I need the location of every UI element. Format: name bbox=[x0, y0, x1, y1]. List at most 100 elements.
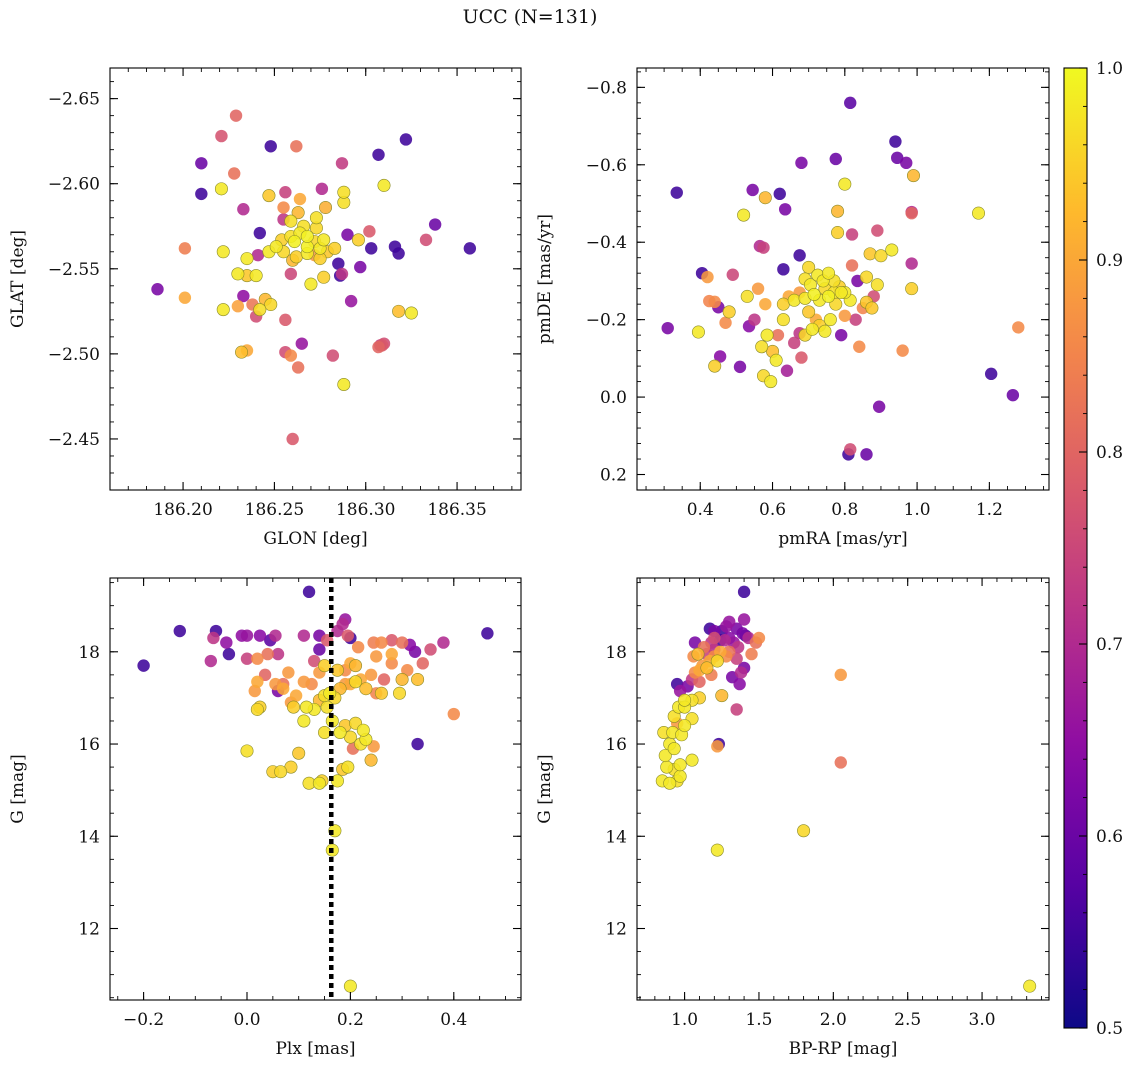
data-point bbox=[250, 702, 264, 716]
data-point bbox=[374, 686, 388, 700]
data-point bbox=[853, 340, 866, 353]
data-point bbox=[823, 313, 837, 327]
data-point bbox=[375, 636, 388, 649]
data-point bbox=[253, 629, 267, 642]
data-point bbox=[905, 257, 918, 270]
y-axis-label: G [mag] bbox=[535, 754, 555, 823]
data-point bbox=[411, 672, 425, 686]
data-point bbox=[207, 631, 220, 645]
data-point bbox=[726, 268, 739, 281]
x-tick-label: 0.4 bbox=[687, 500, 714, 520]
data-point bbox=[733, 360, 747, 374]
x-tick-label: 2.0 bbox=[820, 1010, 847, 1030]
data-point bbox=[195, 187, 208, 201]
data-point bbox=[214, 182, 228, 196]
data-point bbox=[734, 666, 748, 679]
data-point bbox=[758, 191, 772, 205]
y-tick-label: 16 bbox=[78, 735, 100, 755]
y-tick-label: −2.55 bbox=[48, 260, 100, 280]
data-point bbox=[708, 295, 721, 309]
data-point bbox=[822, 289, 836, 303]
data-point bbox=[718, 634, 731, 647]
data-point bbox=[333, 726, 347, 740]
y-tick-label: −2.45 bbox=[48, 430, 100, 450]
x-tick-label: 186.20 bbox=[153, 500, 212, 520]
scatter-points bbox=[661, 96, 1025, 461]
data-point bbox=[318, 659, 332, 673]
y-tick-label: −0.4 bbox=[586, 233, 627, 253]
data-point bbox=[269, 240, 283, 254]
data-point bbox=[481, 627, 494, 640]
data-point bbox=[713, 350, 727, 363]
data-point bbox=[751, 282, 765, 295]
data-point bbox=[349, 675, 363, 689]
colorbar-tick-label: 0.7 bbox=[1096, 635, 1123, 655]
data-point bbox=[264, 140, 277, 153]
figure-title: UCC (N=131) bbox=[462, 6, 598, 28]
data-point bbox=[678, 693, 692, 707]
data-point bbox=[178, 291, 192, 304]
data-point bbox=[661, 321, 674, 335]
data-point bbox=[776, 297, 790, 311]
data-point bbox=[419, 233, 433, 247]
data-point bbox=[354, 260, 367, 274]
data-point bbox=[289, 689, 303, 702]
data-point bbox=[337, 185, 351, 199]
data-point bbox=[317, 233, 331, 247]
data-point bbox=[844, 443, 857, 456]
data-point bbox=[385, 657, 398, 670]
data-point bbox=[865, 301, 879, 315]
data-point bbox=[748, 313, 761, 326]
data-point bbox=[764, 375, 778, 389]
scatter-points bbox=[655, 585, 1037, 993]
data-point bbox=[805, 322, 819, 336]
data-point bbox=[251, 248, 265, 262]
data-point bbox=[216, 303, 230, 317]
data-point bbox=[291, 361, 305, 374]
data-point bbox=[297, 714, 311, 728]
data-point bbox=[289, 250, 303, 264]
data-point bbox=[885, 243, 899, 257]
data-point bbox=[261, 647, 274, 661]
data-point bbox=[253, 303, 267, 317]
data-point bbox=[818, 324, 832, 338]
data-point bbox=[279, 313, 292, 327]
data-point bbox=[328, 241, 342, 255]
data-point bbox=[343, 979, 357, 993]
data-point bbox=[300, 229, 314, 243]
data-point bbox=[151, 283, 164, 296]
data-point bbox=[335, 157, 349, 170]
data-point bbox=[778, 203, 792, 216]
data-point bbox=[906, 169, 920, 183]
colorbar-tick-label: 0.9 bbox=[1096, 251, 1123, 271]
x-tick-label: −0.2 bbox=[123, 1010, 164, 1030]
data-point bbox=[437, 636, 450, 649]
data-point bbox=[237, 289, 250, 303]
data-point bbox=[286, 432, 299, 446]
data-point bbox=[341, 228, 354, 241]
data-point bbox=[318, 726, 332, 740]
data-point bbox=[331, 624, 344, 638]
data-point bbox=[1012, 321, 1025, 334]
scatter-points bbox=[137, 585, 494, 993]
data-point bbox=[720, 620, 733, 633]
data-point bbox=[215, 129, 228, 143]
y-tick-label: 16 bbox=[605, 735, 627, 755]
x-tick-label: 186.25 bbox=[245, 500, 304, 520]
data-point bbox=[351, 640, 365, 654]
data-point bbox=[313, 643, 326, 656]
data-point bbox=[332, 257, 345, 270]
data-point bbox=[822, 266, 836, 280]
data-point bbox=[377, 178, 391, 192]
data-point bbox=[889, 135, 902, 148]
y-tick-label: 0.2 bbox=[600, 466, 627, 486]
data-point bbox=[216, 245, 230, 259]
data-point bbox=[395, 636, 409, 649]
data-point bbox=[777, 263, 790, 276]
data-point bbox=[364, 668, 378, 682]
data-point bbox=[905, 282, 919, 296]
y-tick-label: 14 bbox=[78, 827, 100, 847]
data-point bbox=[262, 189, 276, 203]
data-point bbox=[399, 133, 413, 146]
data-point bbox=[660, 760, 674, 774]
